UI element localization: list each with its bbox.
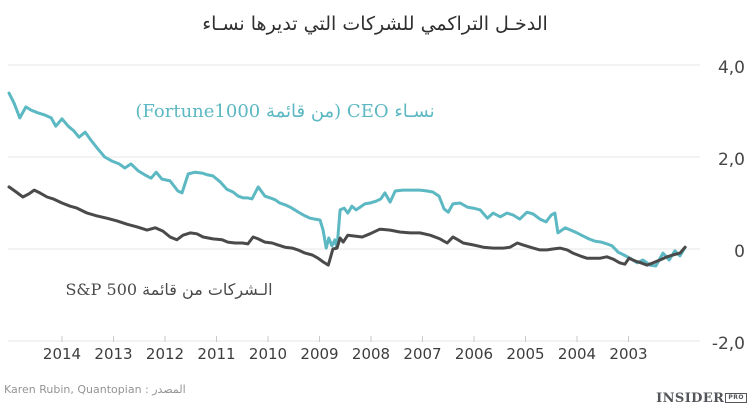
series-label-women-ceo: نسـاء CEO (من قائمة Fortune1000) [135,101,435,122]
x-axis-tick-2007: 2007 [403,345,442,363]
y-axis-tick-2: 2,0 [717,150,745,170]
series-label-sp500: الـشركات من قائمة S&P 500 [65,280,273,299]
x-axis-tick-2005: 2005 [506,345,545,363]
x-axis-tick-2004: 2004 [557,345,597,363]
x-axis-tick-2014: 2014 [42,345,82,363]
x-axis-tick-2006: 2006 [454,345,494,363]
x-axis-tick-2012: 2012 [145,345,185,363]
x-axis-tick-2011: 2011 [197,345,236,363]
y-axis-tick-4: 4,0 [717,58,745,78]
y-axis-tick-0: 0 [734,242,745,262]
chart-title: الدخـل التراكمي للشركات التي تديرها نسـا… [202,13,548,35]
source-credit: المصدر : Karen Rubin, Quantopian [4,383,186,396]
x-axis-tick-2010: 2010 [248,345,288,363]
insider-pro-logo: INSIDER PRO [656,387,747,405]
x-axis-tick-2008: 2008 [351,345,391,363]
x-axis-tick-2009: 2009 [300,345,339,363]
x-axis-tick-2003: 2003 [609,345,648,363]
logo-pro-badge: PRO [725,393,747,403]
series-line-sp500 [7,185,687,267]
y-axis-tick--2: -2,0 [711,334,745,354]
x-axis-tick-2013: 2013 [94,345,133,363]
logo-text: INSIDER [656,391,725,405]
series-line-women-ceo [7,91,687,268]
